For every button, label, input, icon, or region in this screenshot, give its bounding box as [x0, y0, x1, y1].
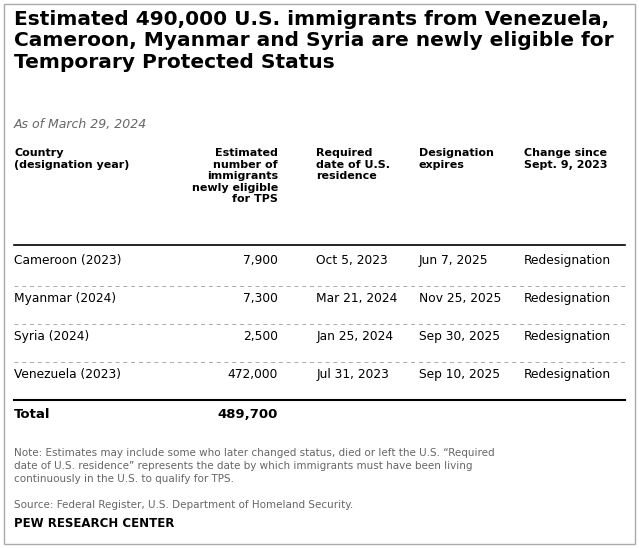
- Text: Jun 7, 2025: Jun 7, 2025: [419, 254, 488, 267]
- Text: 7,900: 7,900: [243, 254, 278, 267]
- Text: Required
date of U.S.
residence: Required date of U.S. residence: [316, 148, 390, 181]
- Text: 489,700: 489,700: [218, 408, 278, 421]
- Text: Syria (2024): Syria (2024): [14, 330, 89, 343]
- Text: Designation
expires: Designation expires: [419, 148, 493, 169]
- Text: Sep 10, 2025: Sep 10, 2025: [419, 368, 500, 381]
- Text: Redesignation: Redesignation: [524, 292, 611, 305]
- Text: As of March 29, 2024: As of March 29, 2024: [14, 118, 147, 131]
- Text: Redesignation: Redesignation: [524, 254, 611, 267]
- Text: 7,300: 7,300: [243, 292, 278, 305]
- Text: Sep 30, 2025: Sep 30, 2025: [419, 330, 500, 343]
- Text: Jan 25, 2024: Jan 25, 2024: [316, 330, 394, 343]
- Text: Redesignation: Redesignation: [524, 330, 611, 343]
- Text: Venezuela (2023): Venezuela (2023): [14, 368, 121, 381]
- Text: Jul 31, 2023: Jul 31, 2023: [316, 368, 389, 381]
- Text: Total: Total: [14, 408, 50, 421]
- Text: Redesignation: Redesignation: [524, 368, 611, 381]
- Text: Change since
Sept. 9, 2023: Change since Sept. 9, 2023: [524, 148, 608, 169]
- Text: Oct 5, 2023: Oct 5, 2023: [316, 254, 388, 267]
- Text: Source: Federal Register, U.S. Department of Homeland Security.: Source: Federal Register, U.S. Departmen…: [14, 500, 353, 510]
- Text: 472,000: 472,000: [227, 368, 278, 381]
- Text: Note: Estimates may include some who later changed status, died or left the U.S.: Note: Estimates may include some who lat…: [14, 448, 495, 483]
- Text: Cameroon (2023): Cameroon (2023): [14, 254, 121, 267]
- Text: 2,500: 2,500: [243, 330, 278, 343]
- Text: Nov 25, 2025: Nov 25, 2025: [419, 292, 501, 305]
- Text: Estimated
number of
immigrants
newly eligible
for TPS: Estimated number of immigrants newly eli…: [192, 148, 278, 204]
- Text: Mar 21, 2024: Mar 21, 2024: [316, 292, 397, 305]
- Text: Myanmar (2024): Myanmar (2024): [14, 292, 116, 305]
- Text: Estimated 490,000 U.S. immigrants from Venezuela,
Cameroon, Myanmar and Syria ar: Estimated 490,000 U.S. immigrants from V…: [14, 10, 613, 71]
- Text: Country
(designation year): Country (designation year): [14, 148, 130, 169]
- Text: PEW RESEARCH CENTER: PEW RESEARCH CENTER: [14, 517, 174, 530]
